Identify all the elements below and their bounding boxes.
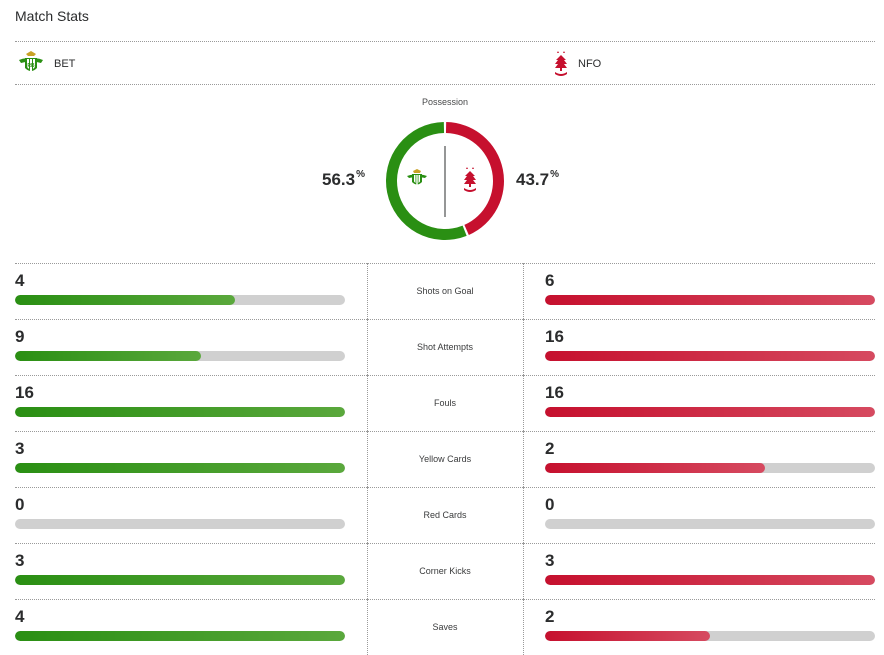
row-divider [15, 263, 875, 264]
away-stat-bar [545, 575, 875, 585]
column-divider [367, 431, 368, 487]
away-stat-bar-fill [545, 631, 710, 641]
row-divider [15, 487, 875, 488]
page-title: Match Stats [15, 8, 89, 24]
stat-label: Shot Attempts [416, 342, 474, 352]
home-stat-bar [15, 463, 345, 473]
away-stat-value: 16 [545, 327, 564, 346]
stat-label: Red Cards [423, 510, 467, 520]
stat-row: 4 Saves 2 [15, 599, 875, 655]
away-stat-bar [545, 463, 875, 473]
away-team: NFO [552, 50, 601, 78]
away-stat-value: 3 [545, 551, 555, 570]
stat-label: Shots on Goal [416, 286, 474, 296]
column-divider [367, 263, 368, 319]
away-stat-bar-fill [545, 351, 875, 361]
home-stat-bar-fill [15, 351, 201, 361]
away-possession-value: 43.7% [516, 169, 559, 189]
divider [15, 41, 875, 42]
row-divider [15, 375, 875, 376]
away-stat-bar [545, 519, 875, 529]
nottingham-forest-crest-icon [464, 167, 476, 192]
stat-row: 3 Corner Kicks 3 [15, 543, 875, 599]
home-stat-bar-fill [15, 575, 345, 585]
home-stat-bar [15, 575, 345, 585]
away-stat-value: 0 [545, 495, 555, 514]
stat-row: 3 Yellow Cards 2 [15, 431, 875, 487]
column-divider [367, 543, 368, 599]
away-possession-arc [445, 122, 504, 235]
home-stat-value: 4 [15, 607, 25, 626]
home-stat-value: 9 [15, 327, 25, 346]
home-stat-value: 3 [15, 439, 25, 458]
row-divider [15, 319, 875, 320]
row-divider [15, 599, 875, 600]
home-stat-bar-fill [15, 463, 345, 473]
home-possession-arc [386, 122, 467, 240]
home-stat-value: 3 [15, 551, 25, 570]
away-stat-bar-fill [545, 407, 875, 417]
away-stat-bar [545, 351, 875, 361]
column-divider [367, 487, 368, 543]
column-divider [367, 599, 368, 655]
away-stat-bar [545, 295, 875, 305]
home-stat-bar [15, 519, 345, 529]
column-divider [367, 375, 368, 431]
possession-donut-chart [386, 122, 504, 240]
column-divider [523, 431, 524, 487]
home-stat-bar [15, 295, 345, 305]
away-stat-bar-fill [545, 575, 875, 585]
away-stat-value: 16 [545, 383, 564, 402]
home-team-abbr: BET [54, 58, 76, 70]
home-team: RB BET [16, 50, 75, 78]
home-stat-bar [15, 407, 345, 417]
home-stat-bar [15, 351, 345, 361]
svg-text:RB: RB [27, 63, 35, 69]
home-stat-bar-fill [15, 407, 345, 417]
divider [15, 84, 875, 85]
column-divider [523, 599, 524, 655]
column-divider [523, 543, 524, 599]
away-team-abbr: NFO [578, 58, 602, 70]
column-divider [523, 319, 524, 375]
row-divider [15, 543, 875, 544]
home-possession-value: 56.3% [322, 169, 365, 189]
nottingham-forest-crest-icon [555, 51, 567, 76]
away-stat-value: 2 [545, 439, 555, 458]
home-stat-bar [15, 631, 345, 641]
column-divider [523, 487, 524, 543]
stat-row: 16 Fouls 16 [15, 375, 875, 431]
column-divider [523, 263, 524, 319]
stat-row: 4 Shots on Goal 6 [15, 263, 875, 319]
stat-row: 9 Shot Attempts 16 [15, 319, 875, 375]
row-divider [15, 431, 875, 432]
away-stat-bar-fill [545, 463, 766, 473]
home-stat-bar-fill [15, 631, 345, 641]
away-stat-bar [545, 407, 875, 417]
home-stat-bar-fill [15, 295, 236, 305]
stat-label: Saves [432, 622, 458, 632]
home-stat-value: 16 [15, 383, 34, 402]
away-stat-value: 6 [545, 271, 555, 290]
possession-label: Possession [421, 97, 469, 107]
stat-label: Fouls [433, 398, 456, 408]
home-stat-value: 4 [15, 271, 25, 290]
stat-row: 0 Red Cards 0 [15, 487, 875, 543]
away-stat-bar-fill [545, 295, 875, 305]
stat-label: Corner Kicks [419, 566, 471, 576]
column-divider [367, 319, 368, 375]
real-betis-crest-icon [407, 169, 427, 185]
stat-label: Yellow Cards [418, 454, 472, 464]
column-divider [523, 375, 524, 431]
away-stat-value: 2 [545, 607, 555, 626]
home-stat-value: 0 [15, 495, 25, 514]
away-stat-bar [545, 631, 875, 641]
real-betis-crest-icon: RB [19, 51, 43, 71]
